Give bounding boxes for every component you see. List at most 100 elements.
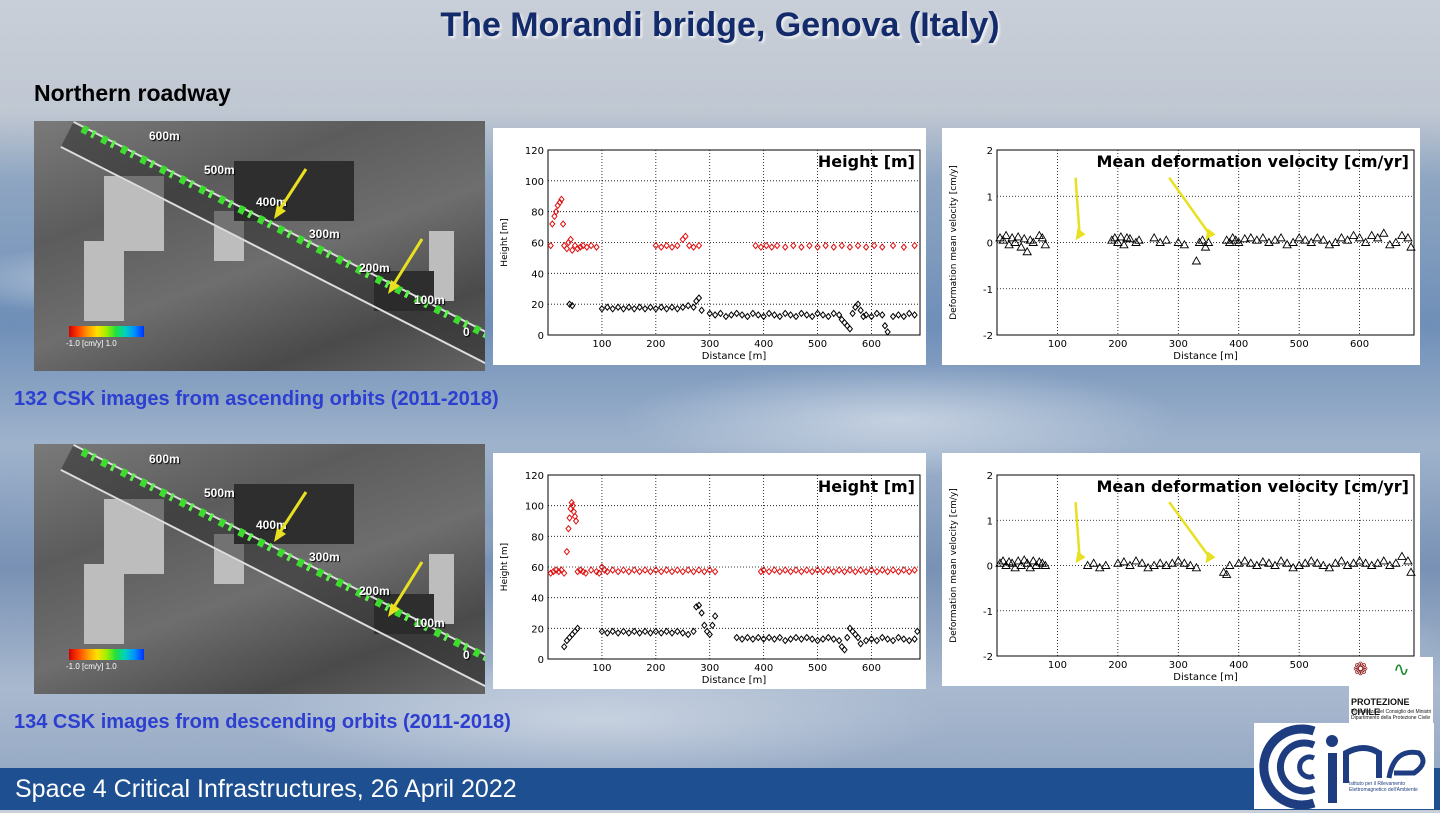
data-point: [569, 246, 576, 254]
data-point: [625, 303, 633, 312]
data-point: [1143, 562, 1153, 572]
data-point: [900, 312, 907, 321]
data-point: [1119, 239, 1129, 249]
data-point: [838, 642, 845, 651]
y-tick-label: 1: [987, 192, 993, 203]
data-point: [577, 243, 584, 251]
data-point: [1016, 560, 1026, 569]
data-point: [685, 566, 692, 574]
data-point: [1366, 230, 1377, 240]
data-point: [765, 309, 773, 318]
data-point: [593, 243, 600, 251]
data-point: [698, 306, 705, 315]
data-point: [1149, 232, 1159, 242]
data-point: [1372, 558, 1383, 567]
marker-label: 200m: [359, 584, 390, 598]
data-point: [1403, 556, 1413, 565]
data-point: [738, 635, 746, 643]
data-point: [1028, 556, 1039, 565]
data-point: [911, 311, 918, 319]
data-point: [1088, 558, 1099, 567]
data-point: [1330, 237, 1341, 246]
y-tick-label: 100: [525, 502, 544, 513]
x-tick-label: 600: [862, 663, 881, 674]
marker-label: 300m: [309, 550, 340, 564]
data-point: [722, 312, 730, 321]
slide-title: The Morandi bridge, Genova (Italy): [440, 6, 1000, 44]
data-point: [1197, 235, 1208, 244]
data-point: [1001, 230, 1011, 240]
data-point: [690, 567, 697, 576]
data-point: [738, 311, 746, 319]
data-point: [569, 501, 576, 510]
data-point: [998, 556, 1008, 565]
data-point: [1221, 569, 1232, 579]
data-point: [609, 305, 616, 313]
data-point: [674, 566, 681, 574]
arrow-line: [1074, 502, 1081, 558]
cnr-irea-mark: [1259, 724, 1426, 810]
data-point: [690, 303, 697, 312]
data-point: [596, 569, 603, 577]
data-point: [1040, 560, 1051, 569]
data-point: [1270, 235, 1280, 244]
data-point: [1385, 560, 1395, 569]
data-point: [1203, 237, 1214, 246]
data-point: [587, 566, 595, 574]
data-point: [1360, 237, 1371, 246]
data-point: [567, 235, 574, 244]
marker-label: 100m: [414, 293, 445, 307]
marker-label: 500m: [204, 486, 235, 500]
data-point: [565, 524, 572, 533]
data-point: [728, 311, 735, 319]
data-point: [614, 303, 622, 312]
chart-title: Height [m]: [818, 152, 915, 171]
data-point: [550, 567, 557, 576]
data-point: [1306, 556, 1317, 565]
data-point: [1324, 562, 1335, 572]
chart-title: Mean deformation velocity [cm/yr]: [1096, 477, 1409, 496]
data-point: [760, 635, 767, 643]
data-point: [658, 567, 665, 576]
data-point: [868, 312, 875, 321]
data-point: [995, 558, 1005, 567]
data-point: [846, 325, 854, 333]
data-point: [1348, 230, 1359, 240]
data-point: [814, 636, 821, 645]
data-point: [1312, 232, 1323, 242]
data-point: [652, 566, 659, 574]
data-point: [1342, 235, 1353, 244]
data-point: [1025, 562, 1036, 572]
data-point: [998, 235, 1008, 244]
y-tick-label: 0: [538, 655, 544, 666]
marker-label: 100m: [414, 616, 445, 630]
data-point: [1360, 558, 1371, 567]
data-point: [773, 241, 781, 250]
data-point: [663, 627, 670, 636]
data-point: [760, 566, 767, 574]
data-point: [819, 635, 827, 643]
data-point: [854, 241, 862, 250]
y-axis-label: Height [m]: [500, 543, 510, 591]
data-point: [674, 627, 681, 636]
data-point: [889, 312, 897, 321]
data-point: [1113, 558, 1123, 567]
data-point: [555, 567, 562, 576]
data-point: [884, 635, 891, 643]
data-point: [1179, 558, 1190, 567]
marker-label: 0: [463, 325, 470, 339]
data-point: [559, 220, 567, 228]
y-tick-label: -1: [983, 607, 993, 618]
data-point: [647, 303, 654, 312]
data-point: [679, 629, 686, 637]
footer-text: Space 4 Critical Infrastructures, 26 Apr…: [15, 775, 517, 803]
data-point: [906, 567, 913, 576]
data-point: [841, 318, 848, 327]
arrow-line: [1074, 177, 1081, 235]
data-point: [906, 309, 913, 318]
logo-subtext: Istituto per il Rilevamento Elettromagne…: [1349, 781, 1418, 793]
data-point: [825, 633, 832, 642]
data-point: [582, 569, 589, 577]
data-point: [765, 567, 773, 576]
data-point: [631, 305, 638, 313]
